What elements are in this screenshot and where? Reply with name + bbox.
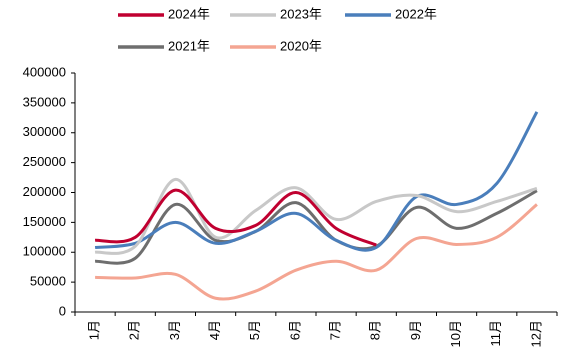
x-tick-label: 5月 xyxy=(247,320,262,340)
y-tick-label: 300000 xyxy=(23,124,66,139)
legend-label: 2022年 xyxy=(395,6,437,21)
series-line xyxy=(94,177,538,255)
y-tick-label: 100000 xyxy=(23,244,66,259)
y-tick-label: 250000 xyxy=(23,154,66,169)
series-line xyxy=(94,188,377,247)
legend-label: 2023年 xyxy=(280,6,322,21)
x-tick-label: 11月 xyxy=(488,320,503,347)
x-tick-label: 8月 xyxy=(368,320,383,340)
series-line xyxy=(95,203,538,301)
x-tick-label: 9月 xyxy=(408,320,423,340)
x-tick-label: 2月 xyxy=(127,320,142,340)
legend-label: 2021年 xyxy=(168,38,210,53)
x-tick-label: 7月 xyxy=(328,320,343,340)
legend-label: 2020年 xyxy=(280,38,322,53)
series-line xyxy=(94,189,538,265)
y-tick-label: 350000 xyxy=(23,94,66,109)
series-line xyxy=(94,111,539,252)
y-tick-label: 400000 xyxy=(23,64,66,79)
x-tick-label: 3月 xyxy=(167,320,182,340)
legend-label: 2024年 xyxy=(168,6,210,21)
x-tick-label: 6月 xyxy=(287,320,302,340)
y-tick-label: 200000 xyxy=(23,184,66,199)
x-tick-label: 10月 xyxy=(448,320,463,347)
x-tick-label: 12月 xyxy=(528,320,543,347)
y-tick-label: 150000 xyxy=(23,214,66,229)
y-tick-label: 50000 xyxy=(30,274,66,289)
y-tick-label: 0 xyxy=(59,303,66,318)
x-tick-label: 4月 xyxy=(207,320,222,340)
x-tick-label: 1月 xyxy=(87,320,102,340)
